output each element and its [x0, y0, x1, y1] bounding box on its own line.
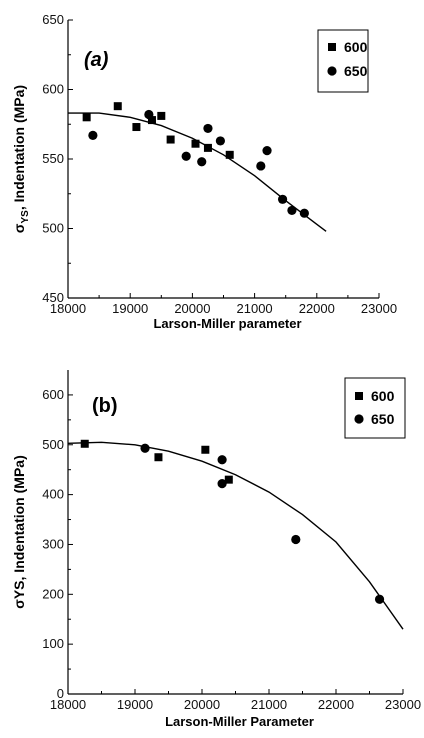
data-point-650 [277, 194, 288, 204]
data-point-600 [82, 113, 91, 122]
y-tick-label: 600 [42, 82, 64, 97]
data-point-600 [166, 135, 175, 144]
x-tick-label: 22000 [299, 301, 335, 316]
data-point-600 [157, 111, 166, 120]
y-axis-label: σYS, Indentation (MPa) [11, 455, 27, 608]
x-axis-label: Larson-Miller parameter [153, 316, 301, 331]
legend-marker-600 [328, 43, 336, 51]
x-axis-label: Larson-Miller Parameter [165, 714, 314, 729]
y-tick-label: 400 [42, 487, 64, 502]
y-axis-label-text: , Indentation (MPa) [11, 85, 27, 210]
data-point-600 [80, 439, 89, 448]
data-point-650 [217, 479, 227, 489]
x-tick-label: 21000 [237, 301, 273, 316]
data-point-650 [203, 123, 213, 134]
x-tick-label: 20000 [174, 301, 210, 316]
y-tick-label: 650 [42, 12, 64, 27]
panel-label: (b) [92, 395, 118, 417]
legend-label-650: 650 [371, 411, 395, 427]
y-axis-label: σYS, Indentation (MPa) [11, 85, 31, 233]
x-tick-label: 21000 [251, 697, 287, 712]
y-tick-label: 100 [42, 636, 64, 651]
y-axis-label-symbol: σ [11, 599, 27, 609]
x-tick-label: 20000 [184, 697, 220, 712]
data-point-600 [201, 445, 210, 454]
data-point-650 [217, 455, 227, 465]
y-tick-label: 200 [42, 586, 64, 601]
data-point-600 [224, 475, 233, 484]
y-tick-label: 300 [42, 536, 64, 551]
legend-label-600: 600 [344, 39, 368, 55]
data-point-650 [374, 594, 385, 604]
data-point-650 [262, 146, 272, 156]
data-point-600 [225, 150, 234, 159]
data-point-600 [203, 143, 212, 152]
data-point-600 [147, 116, 156, 125]
y-tick-label: 500 [42, 221, 64, 236]
data-point-650 [299, 208, 309, 218]
chart-panel-b: 18000 19000 20000 21000 22000 23000 0 100 200 300… [11, 370, 421, 729]
data-point-650 [256, 161, 266, 171]
y-axis-label-symbol: σ [11, 223, 27, 233]
data-point-650 [215, 136, 225, 146]
data-point-600 [132, 123, 141, 132]
x-tick-label: 23000 [385, 697, 421, 712]
fit-curve-line [67, 441, 404, 630]
legend-box [317, 29, 369, 93]
legend-box [344, 377, 406, 439]
y-tick-label: 0 [57, 686, 64, 701]
data-point-650 [287, 205, 297, 216]
x-tick-label: 19000 [117, 697, 153, 712]
panel-label: (a) [84, 49, 109, 71]
data-point-650 [197, 157, 207, 167]
legend-marker-600 [355, 392, 363, 400]
legend-marker-650 [354, 414, 364, 424]
data-point-650 [140, 443, 150, 453]
data-point-650 [181, 151, 191, 161]
fit-curve-line [68, 112, 327, 232]
legend-label-600: 600 [371, 388, 395, 404]
x-tick-label: 18000 [50, 697, 86, 712]
y-tick-label: 500 [42, 437, 64, 452]
data-point-650 [291, 534, 301, 545]
x-tick-label: 23000 [361, 301, 397, 316]
data-point-600 [191, 139, 200, 148]
data-point-600 [154, 453, 163, 462]
y-axis-label-subscript: YS [20, 210, 31, 224]
x-tick-label: 22000 [318, 697, 354, 712]
y-tick-label: 450 [42, 290, 64, 305]
data-point-600 [113, 102, 122, 111]
chart-panel-a: 18000 19000 20000 21000 22000 23000 450 500 550 6… [11, 12, 397, 331]
y-axis-label-text: YS, Indentation (MPa) [11, 455, 27, 599]
y-tick-label: 600 [42, 387, 64, 402]
y-tick-label: 550 [42, 151, 64, 166]
data-point-650 [144, 109, 154, 120]
legend-marker-650 [327, 66, 337, 76]
data-point-650 [88, 130, 98, 140]
x-tick-label: 18000 [50, 301, 86, 316]
legend-label-650: 650 [344, 63, 368, 79]
x-tick-label: 19000 [112, 301, 148, 316]
